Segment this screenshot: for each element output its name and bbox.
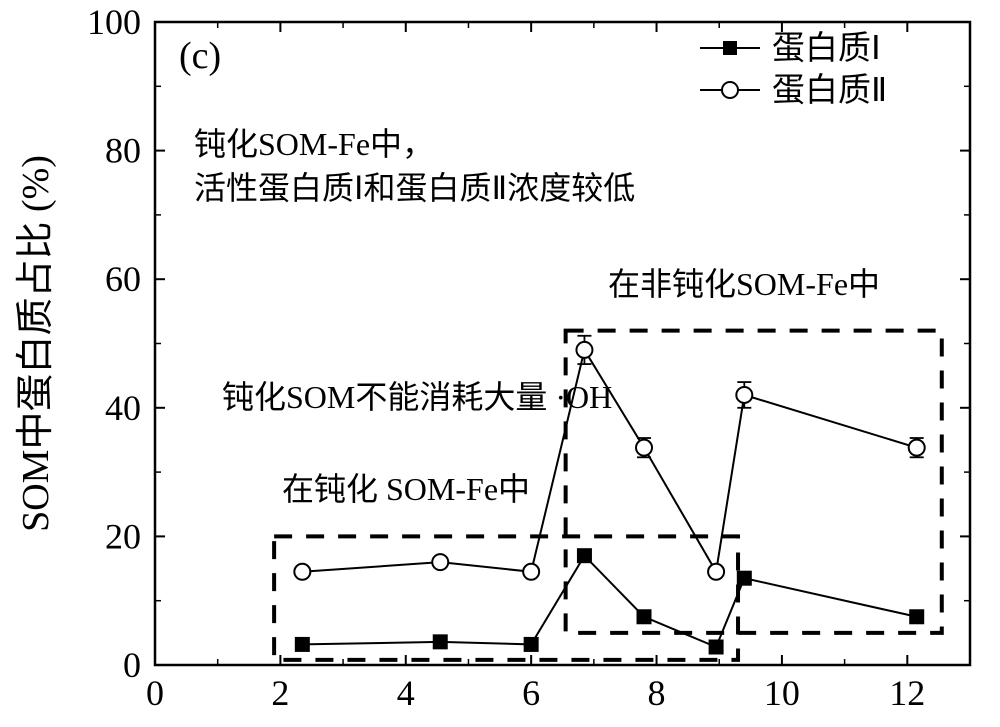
annotation-0-0: 钝化SOM-Fe中， xyxy=(194,126,434,162)
y-tick-label: 40 xyxy=(105,388,141,428)
annotation-3-0: 在非钝化SOM-Fe中 xyxy=(608,266,880,302)
x-tick-label: 10 xyxy=(764,673,800,713)
y-tick-label: 0 xyxy=(123,645,141,685)
marker-square xyxy=(709,640,723,654)
legend-label: 蛋白质Ⅱ xyxy=(772,72,887,109)
legend-label: 蛋白质Ⅰ xyxy=(772,30,881,67)
y-axis-title: SOM中蛋白质占比 (%) xyxy=(15,155,57,532)
dashed-box-0 xyxy=(274,536,738,659)
marker-square xyxy=(737,571,751,585)
annotation-2-0: 在钝化 SOM-Fe中 xyxy=(282,471,530,507)
chart-container: 0 20 40 60 80 100 0 2 4 6 8 10 12 SOM中蛋白质占比 (%) (c) 蛋白质… xyxy=(0,0,1000,727)
x-tick-label: 0 xyxy=(146,673,164,713)
marker-circle xyxy=(909,440,925,456)
marker-circle xyxy=(523,564,539,580)
y-tick-label: 20 xyxy=(105,516,141,556)
panel-label: (c) xyxy=(179,35,221,77)
marker-circle xyxy=(736,387,752,403)
marker-circle xyxy=(636,440,652,456)
legend-marker-square xyxy=(723,41,737,55)
marker-square xyxy=(524,637,538,651)
marker-square xyxy=(577,549,591,563)
x-tick-label: 8 xyxy=(648,673,666,713)
annotation-1-0: 钝化SOM不能消耗大量 ·OH xyxy=(222,379,612,415)
x-tick-label: 12 xyxy=(889,673,925,713)
plot-border xyxy=(155,22,970,665)
marker-circle xyxy=(576,342,592,358)
annotation-0-1: 活性蛋白质Ⅰ和蛋白质Ⅱ浓度较低 xyxy=(194,170,635,206)
marker-circle xyxy=(432,554,448,570)
marker-square xyxy=(637,610,651,624)
protein-ratio-chart: 0 20 40 60 80 100 0 2 4 6 8 10 12 SOM中蛋白质占比 (%) (c) 蛋白质… xyxy=(0,0,1000,727)
x-tick-label: 4 xyxy=(397,673,415,713)
y-tick-label: 100 xyxy=(87,2,141,42)
marker-square xyxy=(295,637,309,651)
marker-circle xyxy=(294,564,310,580)
x-tick-label: 2 xyxy=(271,673,289,713)
dashed-box-1 xyxy=(566,331,942,633)
series-line-0 xyxy=(302,556,916,647)
legend-marker-circle xyxy=(722,82,738,98)
marker-square xyxy=(910,610,924,624)
marker-circle xyxy=(708,564,724,580)
marker-square xyxy=(433,635,447,649)
y-tick-label: 80 xyxy=(105,131,141,171)
y-tick-label: 60 xyxy=(105,259,141,299)
x-tick-label: 6 xyxy=(522,673,540,713)
